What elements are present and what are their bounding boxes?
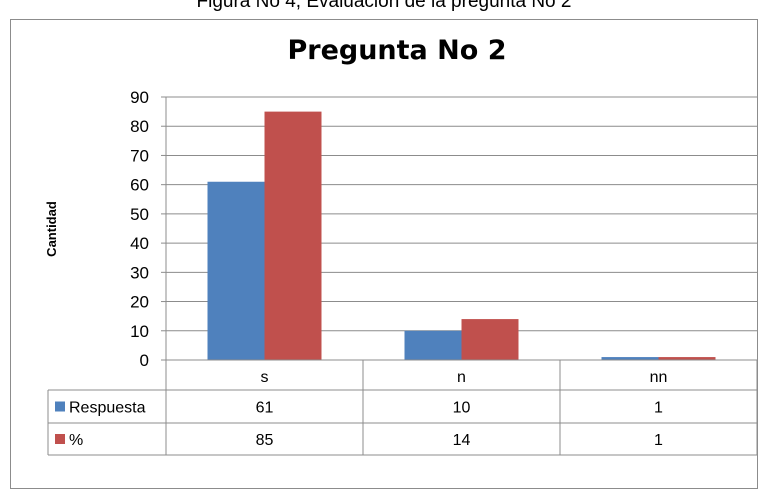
bar-chart: Pregunta No 2 Cantidad 0 10 20 30 40 50 60 70 80…: [44, 35, 758, 456]
category-label: s: [261, 369, 269, 386]
bar-nn-porcentaje: [658, 357, 716, 360]
bar-s-porcentaje: [264, 111, 322, 360]
bar-nn-respuesta: [601, 357, 659, 360]
figure-caption: Figura No 4, Evaluación de la pregunta N…: [196, 0, 572, 12]
bar-s-respuesta: [207, 181, 265, 360]
y-axis-label: Cantidad: [44, 201, 59, 257]
category-label: nn: [650, 369, 668, 386]
chart-title: Pregunta No 2: [287, 35, 506, 66]
table-value: 1: [654, 400, 663, 417]
y-tick-label: 0: [140, 351, 149, 370]
y-tick-label: 50: [130, 205, 149, 224]
y-tick-label: 20: [130, 293, 149, 312]
table-value: 10: [453, 400, 471, 417]
table-value: 1: [654, 432, 663, 449]
legend-swatch: [55, 434, 65, 444]
y-tick-label: 30: [130, 263, 149, 282]
table-value: 61: [256, 400, 274, 417]
bar-n-respuesta: [404, 330, 462, 360]
y-tick-label: 70: [130, 146, 149, 165]
y-axis-ticks: 0 10 20 30 40 50 60 70 80 90: [130, 88, 167, 370]
table-value: 85: [256, 432, 274, 449]
category-label: n: [457, 369, 466, 386]
legend-label: Respuesta: [69, 400, 146, 417]
y-tick-label: 90: [130, 88, 149, 107]
y-tick-label: 60: [130, 176, 149, 195]
y-tick-label: 40: [130, 234, 149, 253]
bar-n-porcentaje: [461, 319, 519, 360]
legend-label: %: [69, 432, 83, 449]
table-value: 14: [453, 432, 471, 449]
legend-swatch: [55, 401, 65, 412]
y-tick-label: 10: [130, 322, 149, 341]
bars: [207, 111, 716, 360]
y-tick-label: 80: [130, 117, 149, 136]
